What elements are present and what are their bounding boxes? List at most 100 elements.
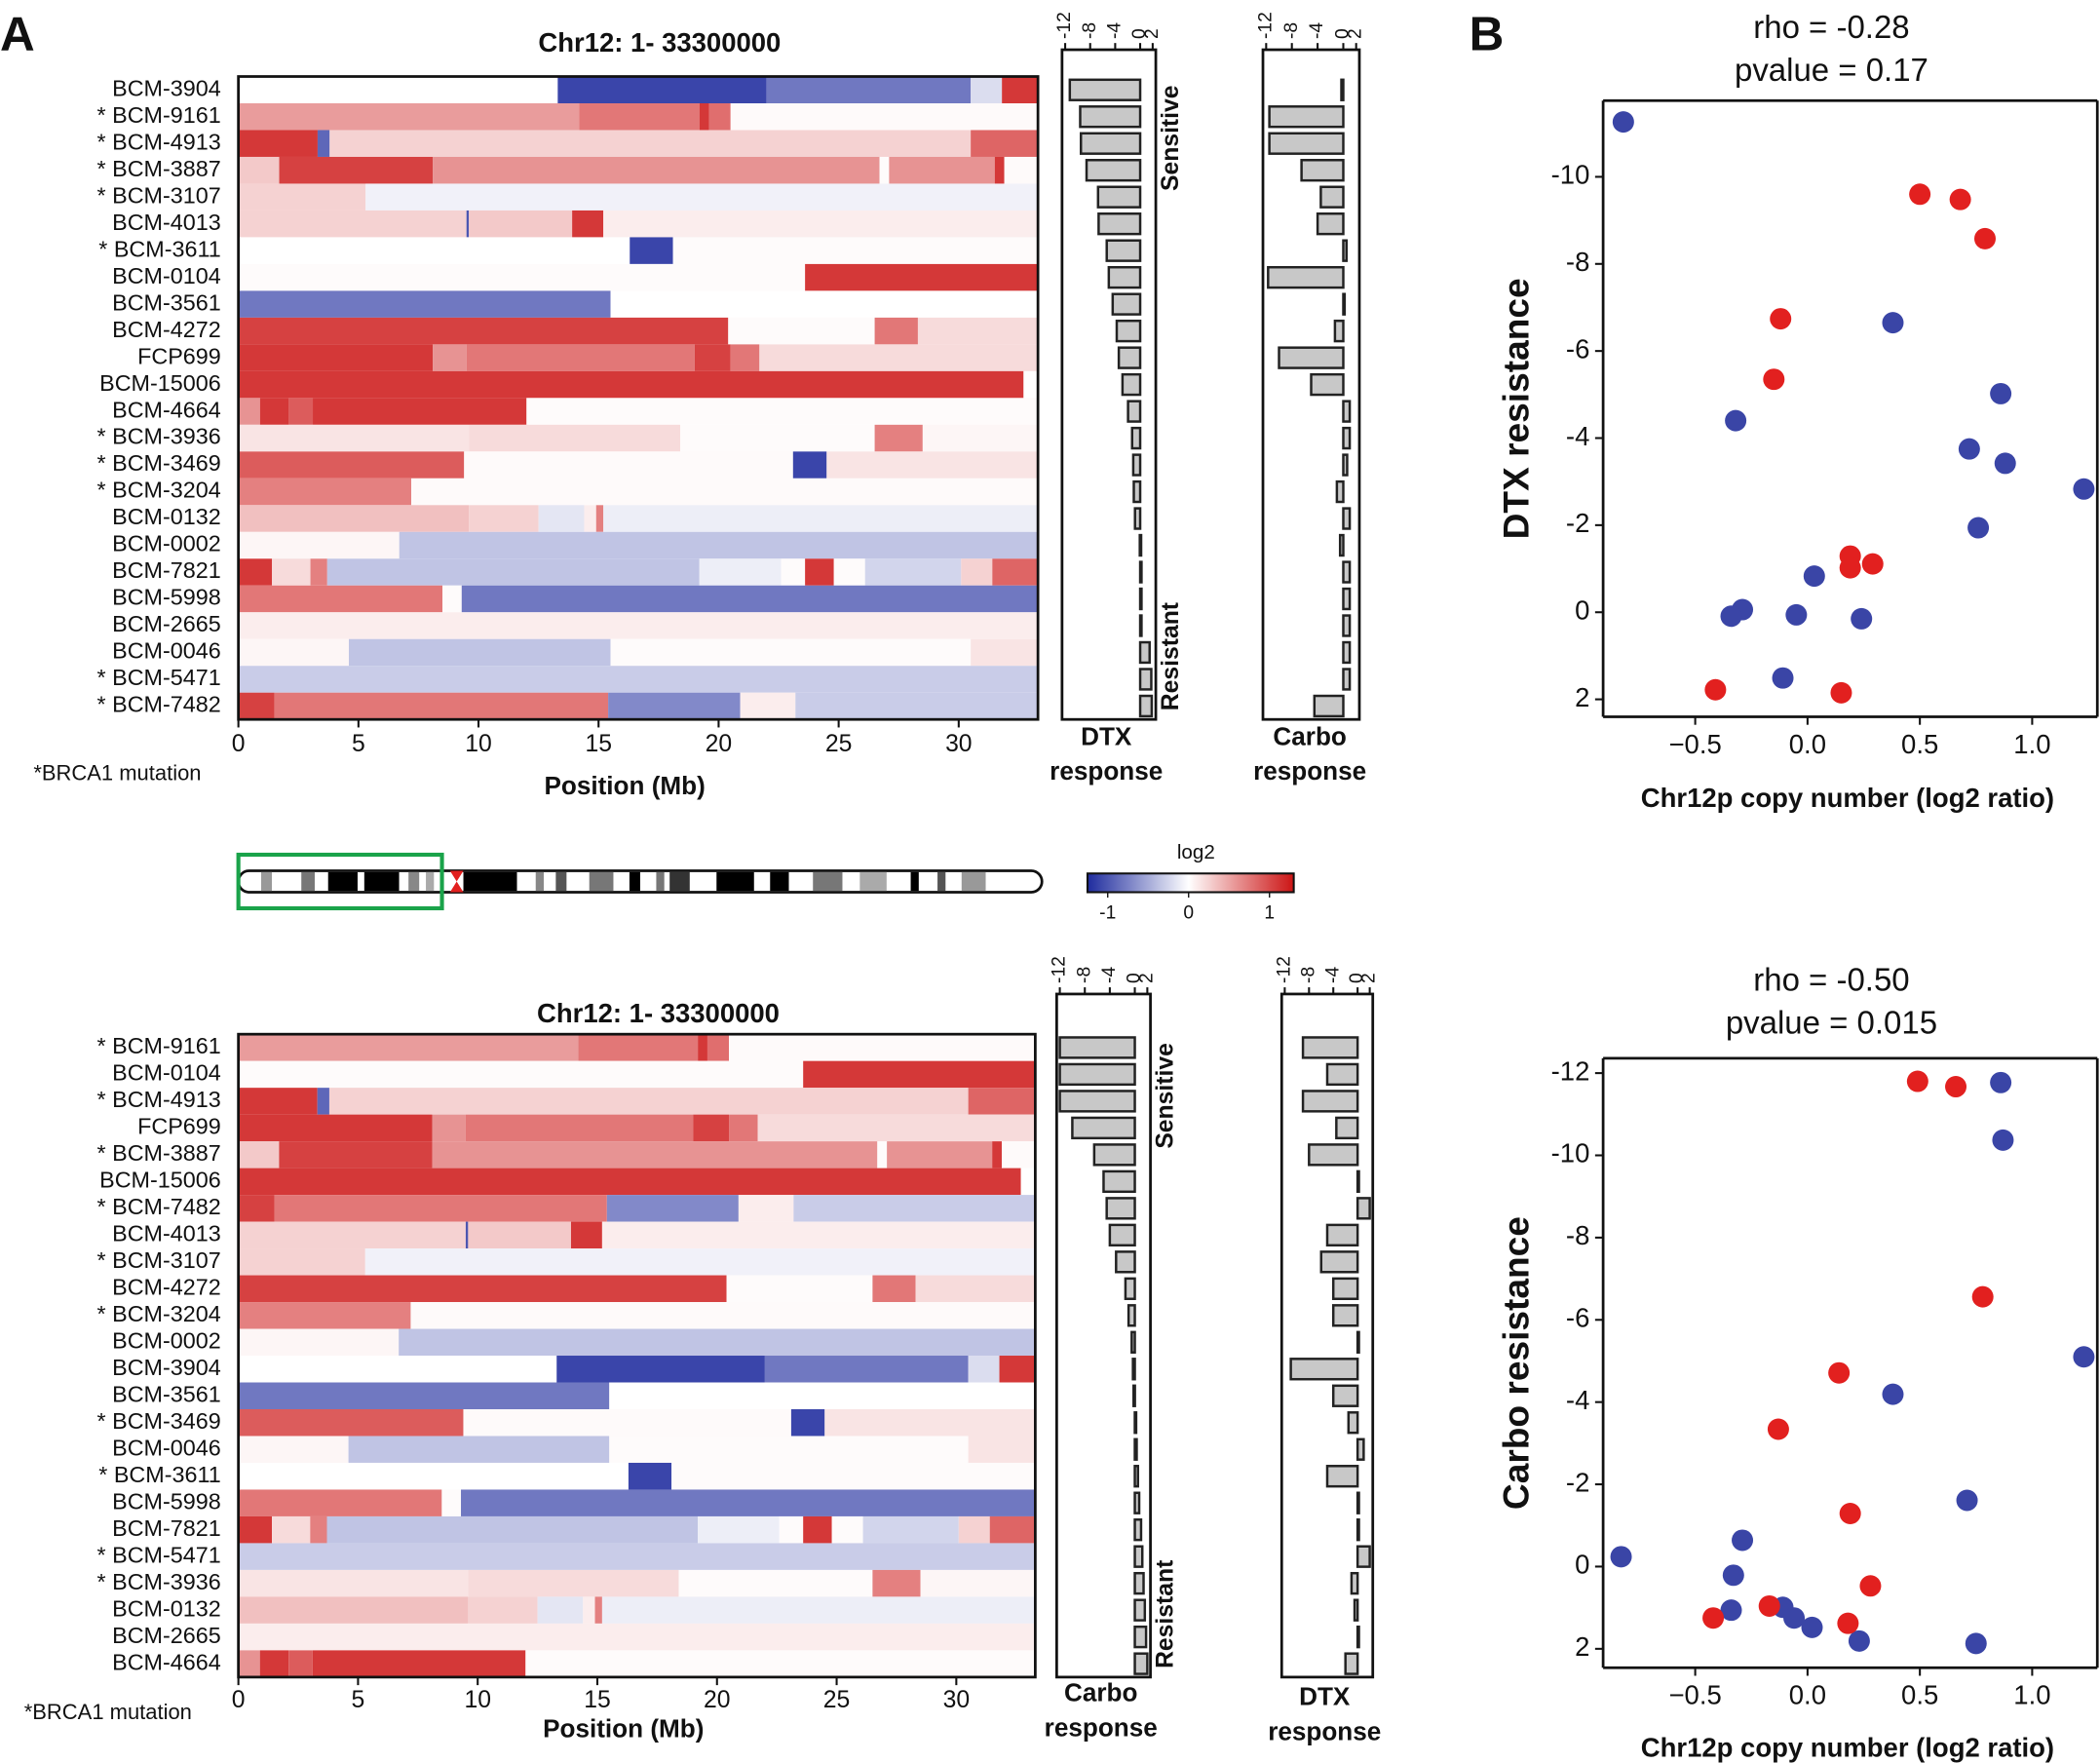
segment [740,692,796,720]
bar [1325,1465,1359,1488]
segment [887,1141,993,1169]
segment [442,585,462,613]
segment [708,102,731,131]
row-label: BCM-3561 [112,289,221,315]
segment [922,424,1039,452]
segment [238,666,1039,693]
y-tick-label: -4 [1566,421,1589,451]
point [1839,1503,1861,1525]
segment [259,1650,289,1677]
segment [693,1114,730,1142]
segment [348,1436,610,1463]
row-label: * BCM-3611 [98,236,221,261]
x-tick-label: 0 [232,1687,246,1713]
segment [238,1168,1021,1196]
x-tick-label: 5 [352,731,365,757]
point [1945,1076,1967,1098]
segment [238,1221,466,1249]
bar [1316,212,1345,236]
segment [570,1221,602,1249]
segment [603,505,1039,532]
segment [595,505,604,532]
x-tick-label: 0.5 [1901,729,1938,759]
segment [364,1248,1036,1276]
bar [1138,668,1153,691]
bar [1310,372,1345,397]
bar [1333,319,1345,343]
x-tick-label: 0 [1333,28,1354,39]
point [1720,1599,1742,1622]
segment [466,344,695,371]
segment [971,130,1039,157]
segment [238,76,558,103]
x-tick-label: 20 [706,731,733,757]
segment [610,638,972,667]
panel-letter: A [0,8,35,61]
row-label: BCM-0104 [112,1060,221,1086]
segment [872,1275,916,1303]
row-label: * BCM-3469 [97,450,221,476]
segment [824,1408,1036,1437]
row-label: FCP699 [137,343,221,368]
chromosome-ideogram [236,852,1044,911]
segment [238,1462,629,1490]
row-label: BCM-4272 [112,317,221,342]
segment [793,1195,1036,1222]
bar [1289,1358,1359,1381]
x-tick-label: 15 [585,731,611,757]
bar [1342,668,1352,691]
bar [1133,1625,1148,1649]
bar-axis-label: response [1045,1712,1158,1742]
x-tick-label: 0 [1129,28,1150,39]
segment [766,76,972,103]
x-tick-label: 25 [825,731,852,757]
row-label: BCM-0104 [112,263,221,288]
segment [699,558,782,586]
row-label: BCM-4664 [112,1649,221,1674]
x-tick-label: -12 [1274,956,1294,983]
row-label: BCM-0002 [112,531,221,556]
y-axis-label: Carbo resistance [1495,1216,1536,1510]
segment [917,317,1039,345]
bar [1133,1491,1141,1514]
segment [441,1489,462,1516]
row-label: * BCM-4913 [97,1087,221,1112]
bar [1313,694,1345,718]
point [1758,1594,1780,1617]
segment [678,1569,873,1597]
segment [238,1543,1036,1570]
bar-axis-label: response [1050,756,1163,786]
x-tick-label: -8 [1281,22,1302,39]
segment [803,1060,1036,1089]
side-label: Resistant [1153,1560,1179,1668]
segment [468,1221,571,1249]
row-label: BCM-7821 [112,1515,221,1541]
segment [781,558,806,586]
segment [680,424,875,452]
bar [1355,1625,1360,1649]
segment [584,505,596,532]
bar [1301,1090,1359,1113]
chart-title: pvalue = 0.015 [1726,1004,1937,1040]
y-tick-label: -8 [1566,1220,1589,1250]
x-tick-label: −0.5 [1669,729,1722,759]
y-tick-label: -6 [1566,333,1589,364]
segment [920,1569,1036,1597]
bar [1308,1143,1359,1167]
colorbar [1086,872,1295,894]
segment [606,1195,739,1222]
row-label: * BCM-3107 [97,182,221,208]
segment [463,1408,791,1437]
segment [826,451,1039,479]
x-tick-label: -8 [1074,967,1094,983]
point [2073,1346,2095,1368]
y-tick-label: -10 [1551,1138,1590,1169]
bar [1138,533,1143,557]
y-tick-label: 0 [1575,1550,1589,1580]
bar [1058,1090,1136,1113]
bar [1300,159,1345,182]
row-label: * BCM-5471 [97,1542,221,1567]
point [1803,565,1825,588]
bar [1355,1330,1360,1354]
segment [730,344,760,371]
